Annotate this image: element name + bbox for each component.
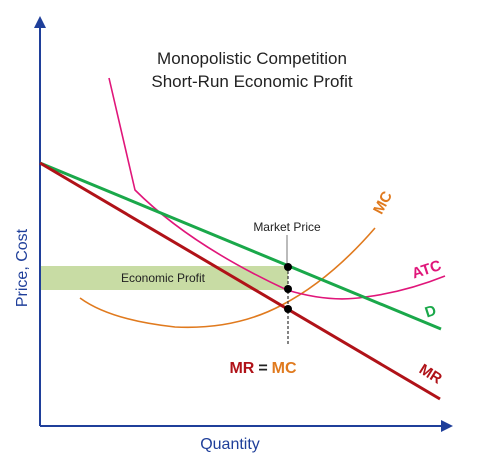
mr-eq-equals-text: = [258, 360, 267, 377]
x-axis-label: Quantity [200, 436, 260, 453]
market-price-point [284, 263, 292, 271]
mc-curve [79, 227, 376, 329]
atc-point [284, 285, 292, 293]
market-price-label: Market Price [253, 220, 321, 234]
title-line-1: Monopolistic Competition [157, 49, 347, 68]
title-line-2: Short-Run Economic Profit [151, 72, 353, 91]
mr-equals-mc-label: MR = MC [229, 360, 297, 377]
mr-eq-mc-text: MC [272, 360, 297, 377]
y-axis-label: Price, Cost [14, 228, 31, 307]
mc-label: MC [370, 188, 396, 217]
economic-profit-label: Economic Profit [121, 271, 206, 285]
mr-curve [39, 161, 441, 401]
mr-mc-point [284, 305, 292, 313]
atc-curve [108, 77, 446, 300]
mr-eq-mr-text: MR [229, 360, 254, 377]
demand-label: D [423, 302, 439, 322]
demand-curve [39, 161, 442, 331]
mr-label: MR [416, 361, 445, 388]
